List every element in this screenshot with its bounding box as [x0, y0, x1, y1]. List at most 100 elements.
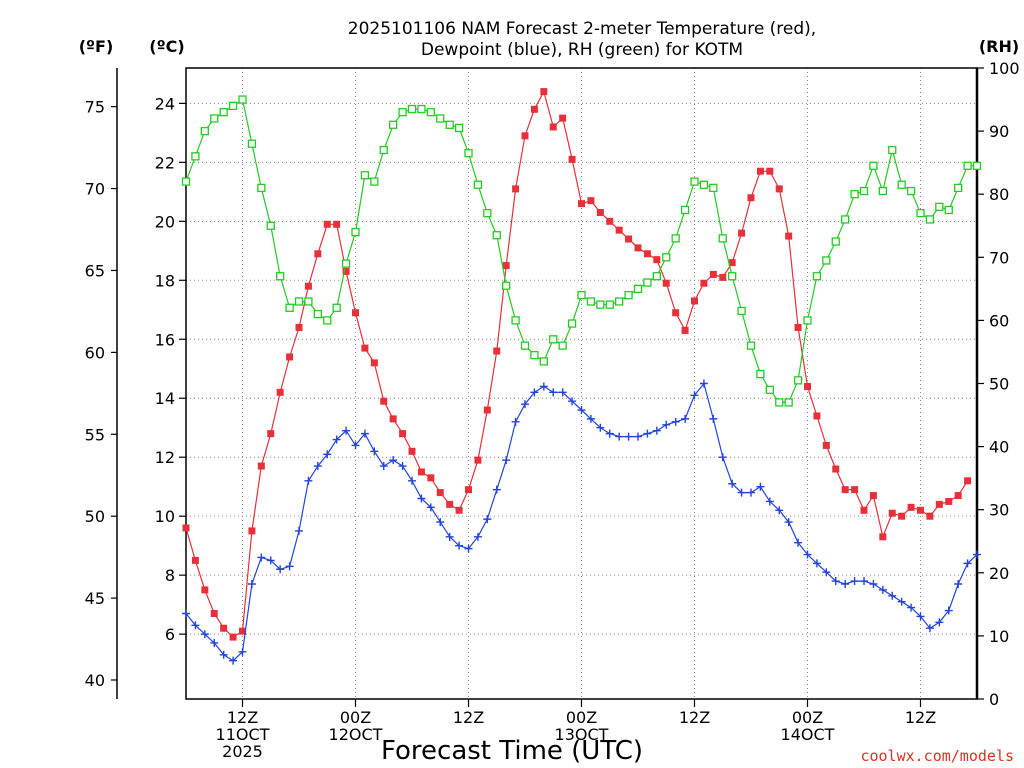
- dewpoint-marker: [511, 417, 520, 426]
- fahrenheit-tick-label: 45: [85, 589, 105, 608]
- 2-meter-temperature-marker: [314, 250, 322, 258]
- dewpoint-marker: [370, 447, 379, 456]
- data-series: [181, 88, 982, 665]
- rh-marker: [464, 149, 473, 158]
- rh-marker: [313, 309, 322, 319]
- dewpoint-marker: [182, 609, 190, 618]
- 2-meter-temperature-marker: [879, 533, 887, 541]
- dewpoint-marker: [643, 429, 652, 438]
- rh-marker: [276, 272, 285, 281]
- 2-meter-temperature-marker: [822, 441, 830, 449]
- dewpoint-marker: [747, 488, 755, 497]
- rh-marker: [709, 183, 718, 193]
- 2-meter-temperature-marker: [352, 309, 359, 317]
- dewpoint-marker: [473, 532, 482, 541]
- rh-tick-label: 70: [989, 248, 1009, 267]
- rh-marker: [944, 205, 953, 215]
- dewpoint-marker: [718, 453, 727, 462]
- dewpoint-marker: [671, 417, 680, 426]
- 2-meter-temperature-marker: [276, 388, 284, 396]
- 2-meter-temperature-marker: [521, 132, 529, 140]
- dewpoint-line: [185, 382, 978, 662]
- 2-meter-temperature-marker: [869, 492, 877, 500]
- dewpoint-marker: [351, 441, 360, 450]
- 2-meter-temperature-marker: [380, 397, 388, 405]
- rh-marker: [426, 108, 435, 117]
- dewpoint-marker: [850, 577, 859, 586]
- 2-meter-temperature-marker: [399, 430, 407, 438]
- rh-axis-unit: (RH): [979, 37, 1019, 56]
- rh-marker: [963, 161, 972, 170]
- x-tick-label: 12Z: [453, 708, 484, 727]
- dewpoint-marker: [229, 656, 238, 665]
- 2-meter-temperature-marker: [794, 323, 802, 331]
- dewpoint-marker: [295, 526, 303, 535]
- 2-meter-temperature-marker: [455, 506, 463, 514]
- 2-meter-temperature-marker: [559, 114, 567, 122]
- 2-meter-temperature-marker: [323, 220, 331, 228]
- celsius-tick-label: 12: [155, 448, 175, 467]
- rh-tick-label: 90: [989, 122, 1009, 141]
- dewpoint-marker: [954, 580, 963, 589]
- 2-meter-temperature-marker: [832, 465, 840, 473]
- rh-marker: [181, 177, 191, 186]
- celsius-axis-unit: (ºC): [149, 37, 184, 56]
- 2-meter-temperature-marker: [898, 512, 906, 520]
- rh-tick-label: 10: [989, 627, 1009, 646]
- dewpoint-marker: [615, 432, 624, 441]
- rh-tick-label: 30: [989, 501, 1009, 520]
- axes: 40 45 50 55 60 65 70 75 6 8 10 12 14 16 18 20 22 24 0 10 20 3…: [85, 59, 1020, 761]
- rh-marker: [737, 306, 746, 316]
- dewpoint-marker: [916, 612, 925, 621]
- 2-meter-temperature-marker: [257, 462, 265, 470]
- fahrenheit-axis-unit: (ºF): [79, 37, 114, 56]
- dewpoint-marker: [586, 414, 595, 423]
- dewpoint-marker: [662, 420, 671, 429]
- x-tick-label: 12Z: [679, 708, 710, 727]
- dewpoint-marker: [323, 450, 332, 459]
- 2-meter-temperature-marker: [888, 509, 896, 517]
- 2-meter-temperature-marker: [483, 406, 491, 414]
- rh-marker: [379, 145, 388, 155]
- rh-marker: [370, 177, 379, 186]
- rh-tick-label: 0: [989, 690, 999, 709]
- rh-marker: [972, 161, 982, 170]
- 2-meter-temperature-marker: [587, 197, 595, 205]
- rh-marker: [530, 350, 539, 360]
- 2-meter-temperature-marker: [568, 155, 576, 163]
- rh-marker: [662, 253, 671, 262]
- rh-marker: [906, 186, 916, 196]
- rh-marker: [577, 291, 586, 300]
- rh-marker: [417, 104, 426, 114]
- fahrenheit-tick-label: 60: [85, 343, 105, 362]
- rh-marker: [756, 369, 765, 379]
- dewpoint-marker: [634, 432, 642, 441]
- 2-meter-temperature-marker: [578, 200, 585, 208]
- 2-meter-temperature-marker: [417, 468, 425, 476]
- 2-meter-temperature-marker: [653, 256, 661, 264]
- dewpoint-marker: [869, 580, 878, 589]
- 2-meter-temperature-marker: [615, 226, 623, 234]
- dewpoint-marker: [812, 559, 821, 568]
- dewpoint-marker: [935, 618, 944, 627]
- 2-meter-temperature-marker: [210, 609, 218, 617]
- dewpoint-marker: [464, 544, 473, 553]
- 2-meter-temperature-marker: [945, 497, 953, 505]
- dewpoint-marker: [436, 518, 445, 527]
- rh-marker: [389, 120, 398, 129]
- 2-meter-temperature-marker: [935, 500, 943, 508]
- rh-marker: [869, 161, 878, 170]
- 2-meter-temperature-marker: [267, 430, 275, 438]
- rh-marker: [916, 208, 925, 218]
- 2-meter-temperature-marker: [596, 208, 604, 216]
- celsius-tick-label: 10: [155, 507, 175, 526]
- rh-marker: [841, 215, 850, 224]
- 2-meter-temperature-marker: [747, 194, 755, 202]
- dewpoint-marker: [737, 488, 746, 497]
- 2-meter-temperature-marker: [728, 259, 736, 267]
- dewpoint-marker: [247, 580, 256, 589]
- x-tick-label: 2025: [222, 742, 263, 761]
- 2-meter-temperature-marker: [239, 627, 246, 635]
- 2-meter-temperature-marker: [304, 282, 312, 290]
